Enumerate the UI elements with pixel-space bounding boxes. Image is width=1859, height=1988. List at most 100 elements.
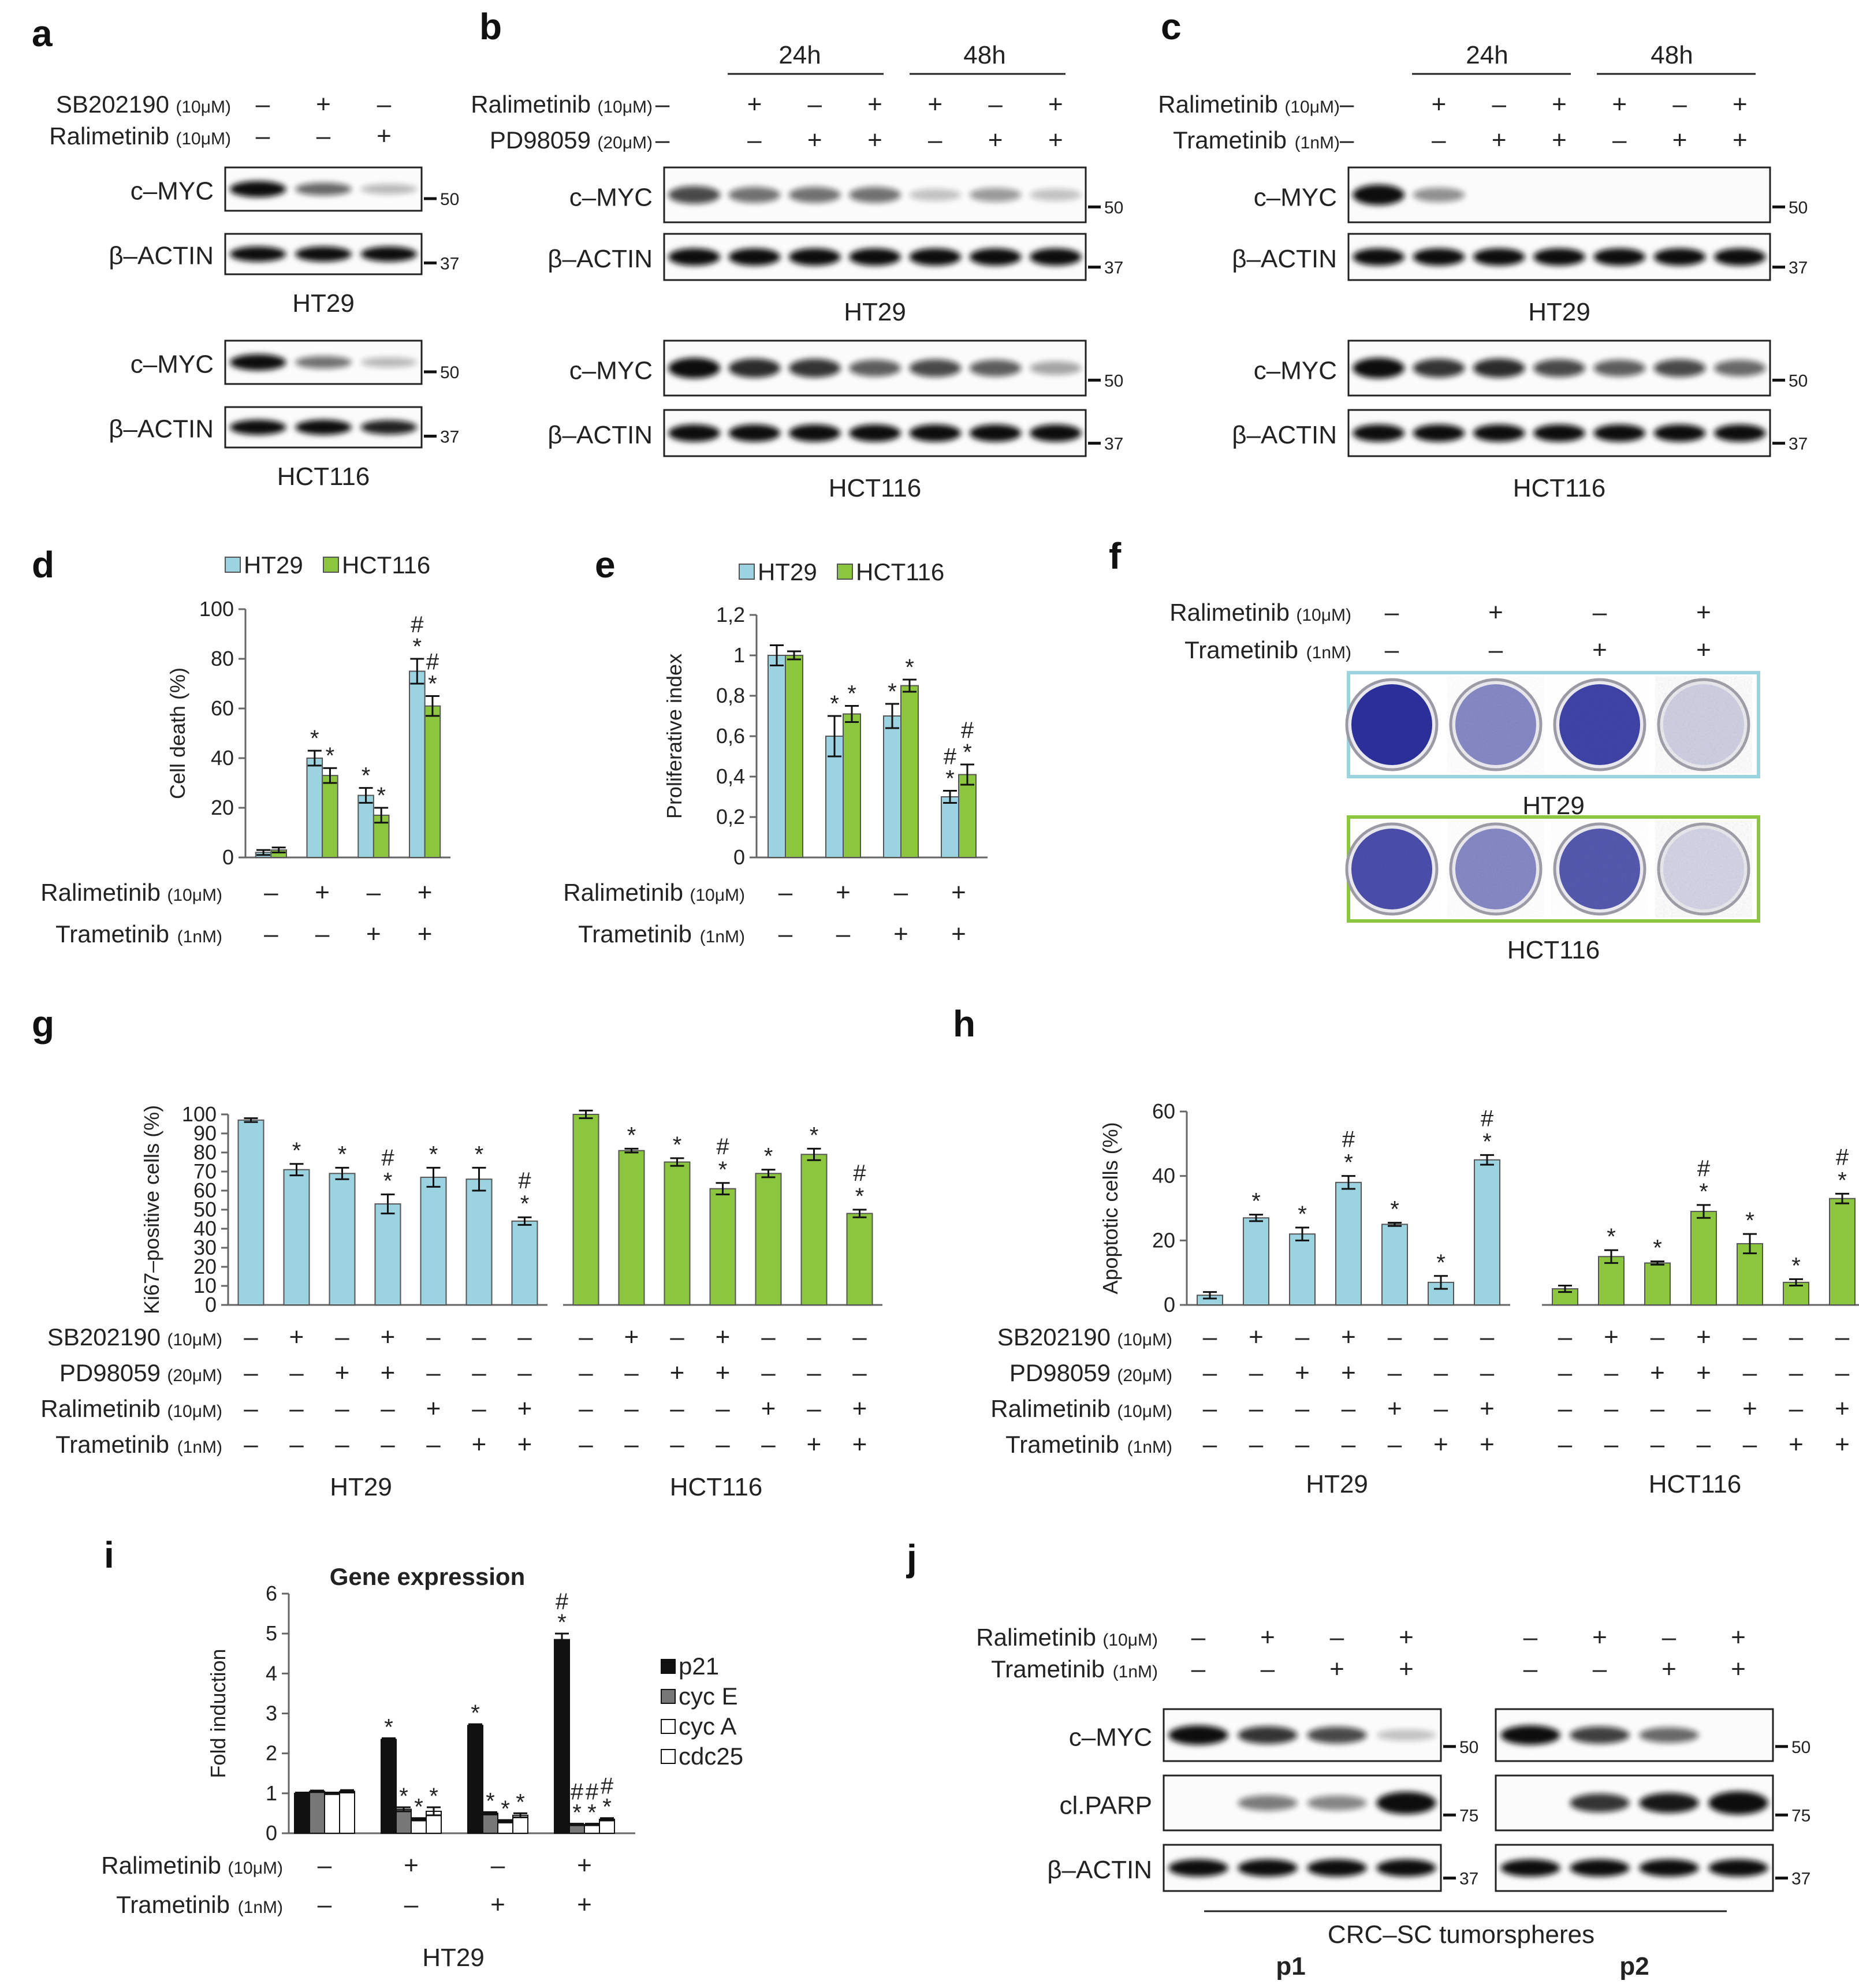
- colony-stain: [1351, 829, 1432, 909]
- cell-line-label: HCT116: [277, 463, 370, 491]
- bar: [396, 1808, 412, 1834]
- significance-mark: *: [399, 1784, 408, 1809]
- y-tick-label: 1: [733, 643, 745, 667]
- y-tick-label: 0: [266, 1821, 277, 1845]
- significance-mark: *: [718, 1157, 728, 1183]
- treatment-sign: –: [1835, 1323, 1850, 1351]
- blot-band: [295, 419, 352, 435]
- treatment-sign: –: [836, 920, 851, 948]
- blot-band: [1639, 1793, 1699, 1813]
- treatment-sign: –: [517, 1323, 532, 1351]
- treatment-sign: –: [1330, 1623, 1344, 1651]
- legend-swatch: [739, 564, 755, 580]
- significance-mark: *: [428, 672, 437, 697]
- blot-band: [1639, 1859, 1699, 1877]
- treatment-name: Ralimetinib: [101, 1852, 221, 1879]
- treatment-sign: +: [1552, 126, 1567, 154]
- blot-band: [360, 184, 418, 195]
- treatment-sign: +: [289, 1323, 304, 1351]
- treatment-sign: –: [1385, 636, 1399, 664]
- treatment-sign: –: [1612, 126, 1627, 154]
- treatment-row-ralimetinib: Ralimetinib (10μM) – – – – + – + – – – – + – +: [40, 1394, 867, 1423]
- blot-band: [1653, 359, 1706, 377]
- treatment-sign: –: [778, 920, 793, 948]
- significance-mark: *: [1344, 1150, 1353, 1176]
- blot-band: [668, 357, 720, 379]
- treatment-sign: +: [404, 1851, 419, 1879]
- blot-band: [360, 357, 418, 368]
- bar: [409, 670, 426, 858]
- mw-label: 37: [1459, 1870, 1478, 1889]
- treatment-sign: +: [747, 90, 762, 118]
- panel-label-b: b: [479, 6, 502, 47]
- treatment-sign: –: [377, 90, 392, 118]
- cell-line-label: HT29: [1522, 792, 1585, 820]
- bar: [1552, 1288, 1578, 1306]
- treatment-sign: –: [1388, 1359, 1402, 1387]
- treatment-sign: –: [1249, 1394, 1264, 1423]
- significance-mark: #: [961, 718, 974, 743]
- y-tick-label: 2: [266, 1741, 277, 1765]
- blot-band: [969, 359, 1022, 377]
- treatment-sign: –: [747, 126, 762, 154]
- blot-band: [849, 359, 901, 377]
- treatment-sign: +: [577, 1890, 592, 1919]
- panel-label-c: c: [1161, 6, 1182, 47]
- y-tick-label: 80: [193, 1140, 217, 1164]
- treatment-sign: –: [1651, 1394, 1665, 1423]
- treatment-sign: –: [472, 1394, 486, 1423]
- blot-band: [668, 248, 720, 266]
- treatment-sign: –: [289, 1359, 304, 1387]
- treatment-name: Trametinib: [116, 1891, 230, 1918]
- treatment-name: Ralimetinib: [563, 879, 683, 906]
- treatment-name: Ralimetinib: [49, 122, 169, 150]
- treatment-sign: –: [1388, 1323, 1402, 1351]
- treatment-concentration: (10μM): [167, 1330, 222, 1349]
- treatment-sign: –: [1604, 1359, 1619, 1387]
- significance-mark: *: [486, 1788, 495, 1814]
- blot-band: [1708, 1859, 1768, 1877]
- blot-row-actin: β–ACTIN 37: [109, 406, 459, 449]
- treatment-concentration: (1nM): [700, 927, 745, 946]
- treatment-row-trametinib: Trametinib (1nM) – – + +: [578, 920, 966, 948]
- treatment-sign: –: [655, 90, 670, 118]
- bar: [322, 775, 338, 858]
- treatment-sign: +: [381, 1359, 396, 1387]
- treatment-concentration: (10μM): [1296, 606, 1351, 625]
- mw-label: 50: [1789, 198, 1808, 217]
- treatment-sign: –: [1191, 1655, 1206, 1683]
- treatment-sign: +: [988, 126, 1003, 154]
- significance-mark: *: [362, 763, 371, 789]
- treatment-sign: +: [1661, 1655, 1677, 1683]
- blot-band: [788, 248, 841, 266]
- bar: [357, 795, 374, 858]
- blot-band: [1413, 187, 1465, 203]
- bar: [599, 1818, 615, 1834]
- significance-mark: *: [1791, 1253, 1801, 1278]
- y-tick-label: 0,4: [716, 764, 745, 788]
- blot-row-actin: β–ACTIN 37: [1047, 1844, 1478, 1892]
- treatment-sign: –: [318, 1851, 332, 1879]
- significance-mark: *: [1390, 1197, 1399, 1222]
- y-tick-label: 5: [266, 1621, 277, 1645]
- treatment-sign: +: [1731, 1655, 1746, 1683]
- blot-band: [909, 189, 962, 201]
- treatment-sign: +: [1696, 1323, 1711, 1351]
- treatment-concentration: (10μM): [690, 886, 745, 905]
- treatment-sign: –: [579, 1323, 593, 1351]
- blot-row-label: c–MYC: [131, 350, 214, 378]
- bar: [465, 1178, 493, 1306]
- blot-band: [1593, 424, 1646, 442]
- cell-line-label: HT29: [292, 289, 355, 318]
- significance-mark: *: [1699, 1179, 1708, 1204]
- treatment-sign: –: [670, 1394, 684, 1423]
- treatment-sign: +: [472, 1430, 487, 1459]
- x-caption-g-hct116: HCT116: [670, 1473, 763, 1501]
- blot-band: [1714, 424, 1766, 442]
- bar: [768, 655, 786, 858]
- treatment-sign: –: [244, 1359, 258, 1387]
- significance-mark: *: [847, 681, 856, 707]
- mw-label: 37: [440, 254, 459, 273]
